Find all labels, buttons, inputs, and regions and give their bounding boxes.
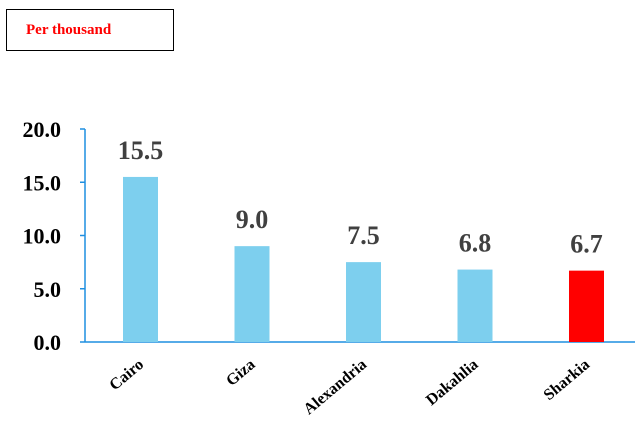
x-tick-label: Cairo	[106, 356, 147, 394]
y-tick-label: 15.0	[23, 170, 62, 195]
y-tick-label: 10.0	[23, 224, 62, 249]
y-tick-label: 20.0	[23, 117, 62, 142]
x-tick-label: Giza	[223, 356, 258, 390]
bar-cairo	[123, 176, 158, 342]
y-tick-label: 5.0	[34, 277, 62, 302]
bar-alexandria	[346, 262, 381, 342]
unit-label: Per thousand	[26, 21, 112, 38]
data-label: 9.0	[236, 205, 269, 234]
data-label: 6.8	[459, 229, 492, 258]
unit-label-box: Per thousand	[6, 9, 174, 51]
bar-dakahlia	[457, 269, 493, 342]
data-label: 15.5	[118, 136, 164, 165]
y-tick-label: 0.0	[34, 330, 62, 355]
x-tick-label: Dakahlia	[423, 356, 482, 409]
data-label: 7.5	[347, 221, 380, 250]
bar-giza	[234, 246, 270, 342]
bar-sharkia	[569, 270, 604, 342]
data-label: 6.7	[570, 230, 603, 259]
x-tick-label: Sharkia	[541, 356, 593, 404]
x-tick-label: Alexandria	[301, 356, 370, 418]
